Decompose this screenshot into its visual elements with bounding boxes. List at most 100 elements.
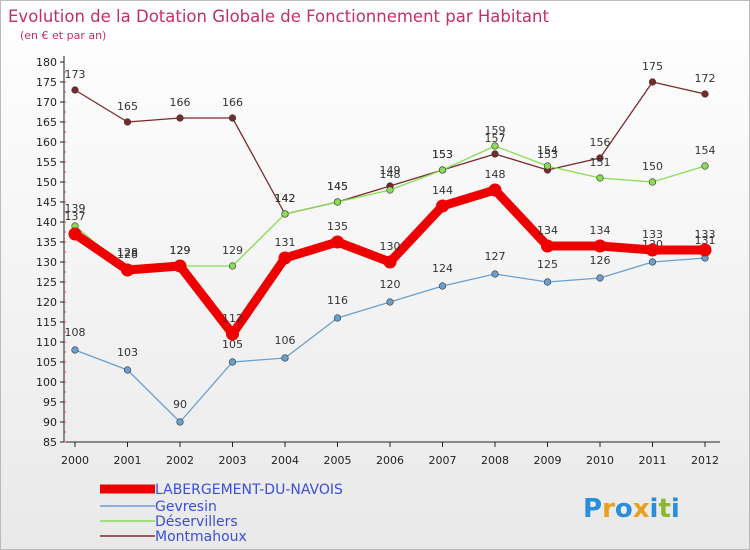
data-point bbox=[543, 278, 552, 286]
data-label: 90 bbox=[173, 398, 187, 411]
data-label: 137 bbox=[65, 210, 86, 223]
data-label: 148 bbox=[380, 168, 401, 181]
data-label: 153 bbox=[537, 148, 558, 161]
data-point bbox=[646, 243, 659, 257]
x-tick-label: 2005 bbox=[324, 454, 352, 467]
data-point bbox=[596, 174, 604, 182]
data-point bbox=[491, 270, 499, 278]
data-point bbox=[278, 251, 292, 265]
y-tick-label: 115 bbox=[36, 316, 57, 329]
data-point bbox=[281, 354, 289, 362]
data-label: 112 bbox=[222, 312, 243, 325]
proxiti-logo: Proxiti bbox=[583, 494, 680, 524]
logo-letter: r bbox=[602, 494, 615, 524]
data-label: 159 bbox=[485, 124, 506, 137]
data-label: 148 bbox=[485, 168, 506, 181]
logo-letter: i bbox=[650, 494, 659, 524]
data-label: 128 bbox=[117, 246, 138, 259]
data-label: 135 bbox=[327, 220, 348, 233]
data-label: 103 bbox=[117, 346, 138, 359]
data-point bbox=[173, 259, 187, 273]
data-label: 124 bbox=[432, 262, 453, 275]
logo-letter: x bbox=[633, 494, 650, 524]
data-label: 127 bbox=[485, 250, 506, 263]
y-tick-label: 90 bbox=[43, 416, 57, 429]
data-label: 134 bbox=[537, 224, 558, 237]
data-label: 131 bbox=[275, 236, 296, 249]
y-tick-label: 120 bbox=[36, 296, 57, 309]
y-tick-label: 85 bbox=[43, 436, 57, 449]
data-label: 145 bbox=[327, 180, 348, 193]
x-tick-label: 2012 bbox=[691, 454, 719, 467]
data-label: 139 bbox=[65, 202, 86, 215]
y-tick-label: 100 bbox=[36, 376, 57, 389]
data-label: 149 bbox=[380, 164, 401, 177]
y-tick-label: 160 bbox=[36, 136, 57, 149]
data-label: 151 bbox=[590, 156, 611, 169]
data-point bbox=[543, 162, 552, 170]
data-point bbox=[593, 239, 607, 253]
data-point bbox=[123, 118, 132, 126]
data-label: 145 bbox=[327, 180, 348, 193]
data-point bbox=[648, 178, 657, 186]
chart-subtitle: (en € et par an) bbox=[20, 29, 106, 42]
data-point bbox=[386, 186, 394, 194]
data-label: 142 bbox=[275, 192, 296, 205]
data-point bbox=[491, 150, 499, 158]
data-point bbox=[226, 327, 239, 341]
data-point bbox=[438, 166, 447, 174]
legend-label: LABERGEMENT-DU-NAVOIS bbox=[155, 482, 343, 498]
data-label: 129 bbox=[222, 244, 243, 257]
data-label: 106 bbox=[275, 334, 296, 347]
data-label: 108 bbox=[65, 326, 86, 339]
data-label: 150 bbox=[642, 160, 663, 173]
data-point bbox=[176, 114, 184, 122]
data-point bbox=[68, 227, 82, 241]
data-point bbox=[701, 162, 709, 170]
y-tick-label: 130 bbox=[36, 256, 57, 269]
data-label: 144 bbox=[432, 184, 453, 197]
x-tick-label: 2007 bbox=[429, 454, 457, 467]
data-label: 156 bbox=[590, 136, 611, 149]
data-point bbox=[438, 282, 447, 290]
y-tick-label: 105 bbox=[36, 356, 57, 369]
y-ticks: 85 90 95 100 105 110 115 120 125 130 135 140 145 150 1… bbox=[36, 56, 66, 449]
data-label: 131 bbox=[695, 234, 716, 247]
data-point bbox=[648, 258, 657, 266]
data-point bbox=[596, 274, 604, 282]
data-point bbox=[123, 366, 132, 374]
data-point bbox=[121, 263, 134, 277]
data-point bbox=[701, 90, 709, 98]
data-label: 165 bbox=[117, 100, 138, 113]
data-label: 133 bbox=[642, 228, 663, 241]
data-point bbox=[383, 255, 397, 269]
data-point bbox=[176, 418, 184, 426]
data-label: 154 bbox=[537, 144, 558, 157]
y-tick-label: 95 bbox=[43, 396, 57, 409]
y-tick-label: 180 bbox=[36, 56, 57, 69]
x-tick-label: 2001 bbox=[114, 454, 142, 467]
data-point bbox=[648, 78, 657, 86]
data-label: 129 bbox=[170, 244, 191, 257]
data-label: 175 bbox=[642, 60, 663, 73]
chart-title: Evolution de la Dotation Globale de Fonc… bbox=[8, 7, 549, 26]
data-label: 153 bbox=[432, 148, 453, 161]
data-point bbox=[331, 235, 344, 249]
data-label: 126 bbox=[590, 254, 611, 267]
y-tick-label: 175 bbox=[36, 76, 57, 89]
data-label: 173 bbox=[65, 68, 86, 81]
y-tick-label: 145 bbox=[36, 196, 57, 209]
data-label: 133 bbox=[695, 228, 716, 241]
data-point bbox=[596, 154, 604, 162]
data-point bbox=[71, 346, 79, 354]
data-label: 172 bbox=[695, 72, 716, 85]
y-tick-label: 155 bbox=[36, 156, 57, 169]
data-point bbox=[228, 114, 237, 122]
x-tick-label: 2000 bbox=[61, 454, 89, 467]
x-tick-label: 2008 bbox=[481, 454, 509, 467]
y-tick-label: 170 bbox=[36, 96, 57, 109]
data-point bbox=[386, 298, 394, 306]
data-point bbox=[436, 199, 449, 213]
data-point bbox=[228, 358, 237, 366]
